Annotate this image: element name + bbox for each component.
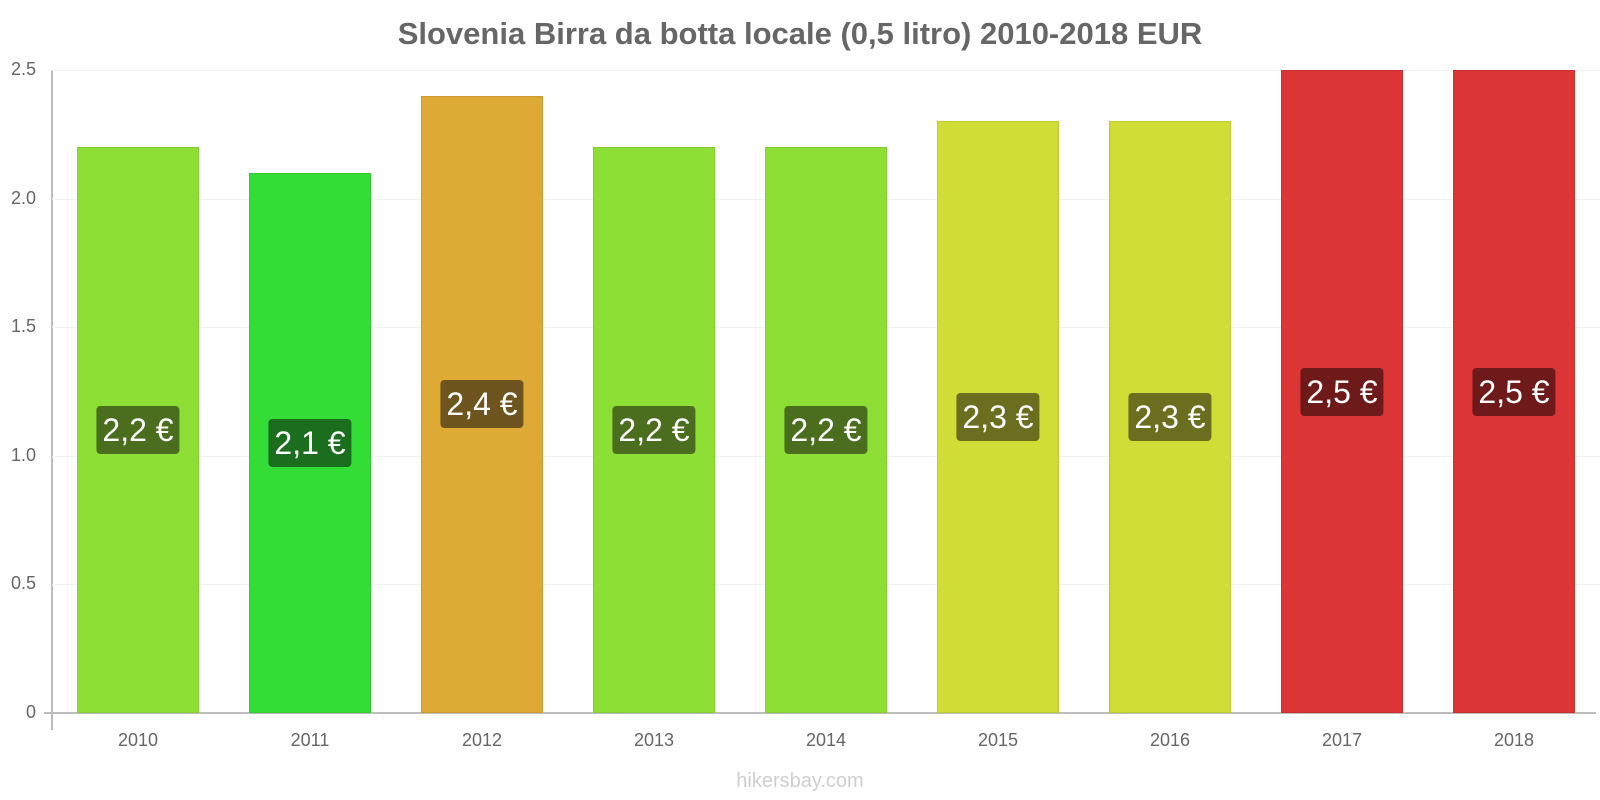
bar-value-label: 2,3 € [1128,393,1212,442]
bar-value-label: 2,3 € [956,393,1040,442]
y-tick-label: 2.5 [10,59,36,79]
bar-value-label: 2,5 € [1300,367,1384,416]
bar-value-label: 2,2 € [96,406,180,455]
x-tick-label: 2013 [633,730,675,750]
bar-value-label: 2,1 € [268,418,352,467]
chart-title: Slovenia Birra da botta locale (0,5 litr… [397,16,1203,51]
gridline [52,70,1600,71]
y-tick-label: 0 [25,702,36,722]
x-tick-label: 2015 [977,730,1019,750]
y-tick-label: 2.0 [10,187,36,208]
watermark: hikersbay.com [736,770,864,792]
x-tick-label: 2018 [1493,730,1535,750]
y-axis-line [51,70,53,730]
x-tick-label: 2017 [1321,730,1363,750]
bar-value-label: 2,2 € [612,406,696,455]
x-tick-label: 2011 [290,730,330,750]
y-tick-label: 1.5 [10,316,36,337]
x-tick-label: 2014 [805,730,847,750]
x-tick-label: 2012 [461,730,503,750]
y-tick-label: 1.0 [10,444,36,465]
x-tick-label: 2016 [1149,730,1191,750]
x-tick-label: 2010 [117,730,159,750]
bar-value-label: 2,4 € [440,380,524,429]
y-tick-label: 0.5 [10,573,36,594]
x-axis-line [44,712,1596,714]
bar-value-label: 2,2 € [784,406,868,455]
bar-value-label: 2,5 € [1472,367,1556,416]
